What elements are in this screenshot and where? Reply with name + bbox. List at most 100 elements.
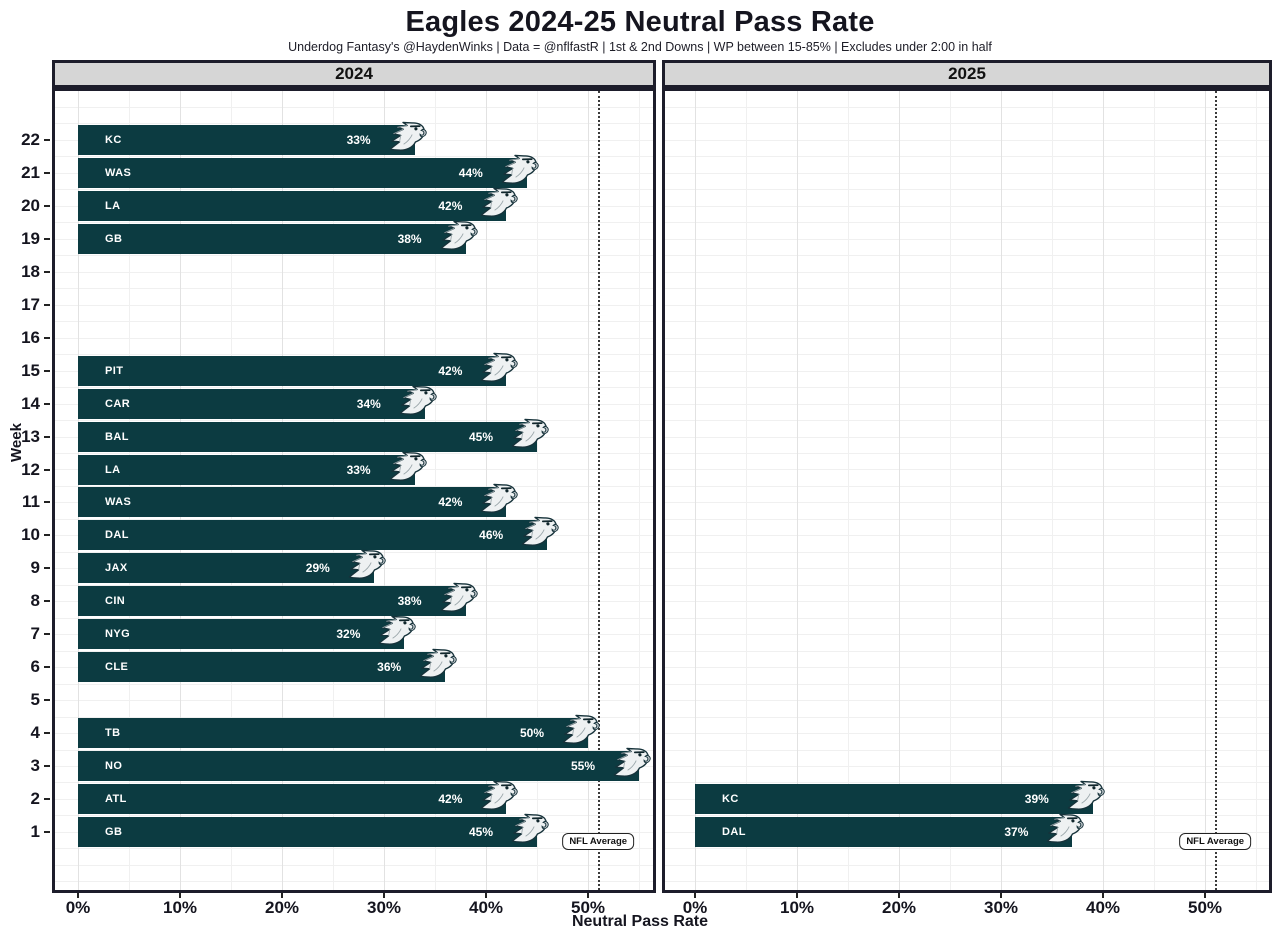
opponent-label: PIT: [105, 364, 124, 377]
gridline-horizontal: [665, 650, 1269, 652]
x-tick-label: 50%: [1187, 898, 1223, 917]
bar-week-15-2024: PIT 42%: [78, 352, 519, 386]
bar-week-14-2024: CAR 34%: [78, 385, 437, 419]
gridline-horizontal: [55, 584, 653, 586]
eagles-logo-icon: [518, 513, 562, 551]
gridline-vertical: [1256, 91, 1257, 890]
gridline-horizontal: [665, 271, 1269, 273]
gridline-horizontal: [55, 518, 653, 520]
eagles-logo-icon: [508, 415, 552, 453]
gridline-horizontal: [665, 452, 1269, 454]
chart-title: Eagles 2024-25 Neutral Pass Rate: [405, 6, 875, 38]
x-tick-label: 30%: [366, 898, 402, 917]
gridline-horizontal: [665, 288, 1269, 290]
opponent-label: CIN: [105, 595, 126, 608]
pass-rate-value: 42%: [438, 495, 463, 510]
bar-week-11-2024: WAS 42%: [78, 484, 519, 518]
eagles-logo-icon: [416, 645, 460, 683]
y-tick-week-17: 17: [21, 294, 40, 314]
y-tick-week-1: 1: [30, 821, 40, 841]
bar-week-1-2025: DAL 37%: [695, 813, 1085, 847]
gridline-horizontal: [665, 403, 1269, 405]
y-tick-week-6: 6: [30, 657, 40, 677]
gridline-horizontal: [55, 107, 653, 108]
x-axis-title: Neutral Pass Rate: [571, 913, 709, 930]
chart-subtitle: Underdog Fantasy's @HaydenWinks | Data =…: [288, 40, 992, 54]
pass-rate-value: 33%: [346, 462, 371, 477]
gridline-horizontal: [665, 321, 1269, 323]
gridline-vertical: [797, 91, 798, 890]
x-tick-label: 0%: [682, 898, 708, 917]
y-tick-week-10: 10: [21, 525, 40, 545]
eagles-logo-icon: [477, 480, 521, 518]
gridline-horizontal: [665, 766, 1269, 767]
gridline-horizontal: [665, 683, 1269, 685]
y-tick-week-20: 20: [21, 195, 40, 215]
gridline-vertical: [1001, 91, 1002, 890]
y-tick-mark: [44, 171, 50, 174]
pass-rate-value: 42%: [438, 198, 463, 213]
pass-rate-value: 32%: [336, 627, 361, 642]
gridline-vertical: [695, 91, 696, 890]
bar-week-9-2024: JAX 29%: [78, 550, 386, 584]
x-tick-mark: [1102, 893, 1104, 898]
gridline-horizontal: [55, 700, 653, 702]
bar-week-8-2024: CIN 38%: [78, 583, 478, 617]
x-tick-label: 20%: [881, 898, 917, 917]
y-tick-week-18: 18: [21, 261, 40, 281]
x-tick-label: 10%: [779, 898, 815, 917]
y-tick-mark: [44, 435, 50, 438]
nfl-average-label: NFL Average: [562, 833, 635, 850]
gridline-vertical: [588, 91, 589, 890]
eagles-logo-icon: [559, 711, 603, 749]
facet-panel-2025: NFL Average KC 39% DAL 37%: [662, 88, 1272, 893]
gridline-horizontal: [665, 815, 1269, 817]
bar-week-21-2024: WAS 44%: [78, 154, 539, 188]
y-tick-week-5: 5: [30, 690, 40, 710]
gridline-vertical: [899, 91, 900, 890]
gridline-horizontal: [665, 304, 1269, 306]
gridline-horizontal: [665, 551, 1269, 553]
opponent-label: CAR: [105, 397, 131, 410]
gridline-horizontal: [665, 255, 1269, 257]
x-tick-label: 40%: [1085, 898, 1121, 917]
bar-week-3-2024: NO 55%: [78, 747, 651, 782]
eagles-logo-icon: [386, 448, 430, 486]
x-tick-mark: [383, 893, 385, 898]
bar-week-19-2024: GB 38%: [78, 220, 478, 254]
gridline-horizontal: [55, 321, 653, 323]
gridline-horizontal: [665, 370, 1269, 372]
opponent-label: LA: [105, 199, 121, 212]
y-tick-week-19: 19: [21, 228, 40, 248]
gridline-vertical: [1154, 91, 1155, 890]
x-tick-mark: [587, 893, 589, 898]
gridline-horizontal: [665, 584, 1269, 586]
y-tick-mark: [44, 139, 50, 141]
y-tick-mark: [44, 830, 50, 833]
y-tick-mark: [44, 699, 50, 702]
eagles-logo-icon: [345, 546, 389, 584]
gridline-horizontal: [55, 271, 653, 273]
gridline-horizontal: [55, 123, 653, 125]
gridline-horizontal: [665, 667, 1269, 669]
gridline-horizontal: [55, 337, 653, 339]
y-tick-week-7: 7: [30, 624, 40, 644]
gridline-horizontal: [55, 288, 653, 290]
gridline-horizontal: [665, 156, 1269, 158]
eagles-logo-icon: [396, 382, 440, 420]
gridline-horizontal: [55, 617, 653, 619]
gridline-horizontal: [665, 222, 1269, 224]
gridline-horizontal: [665, 238, 1269, 240]
opponent-label: DAL: [722, 825, 746, 838]
pass-rate-value: 55%: [570, 759, 595, 774]
y-tick-week-9: 9: [30, 558, 40, 578]
y-tick-week-11: 11: [22, 492, 40, 512]
y-tick-week-3: 3: [30, 756, 40, 776]
gridline-horizontal: [55, 716, 653, 718]
gridline-vertical: [1103, 91, 1104, 890]
opponent-label: NYG: [105, 628, 131, 641]
x-tick-mark: [1000, 893, 1002, 898]
x-tick-label: 0%: [65, 898, 91, 917]
opponent-label: LA: [105, 463, 121, 476]
